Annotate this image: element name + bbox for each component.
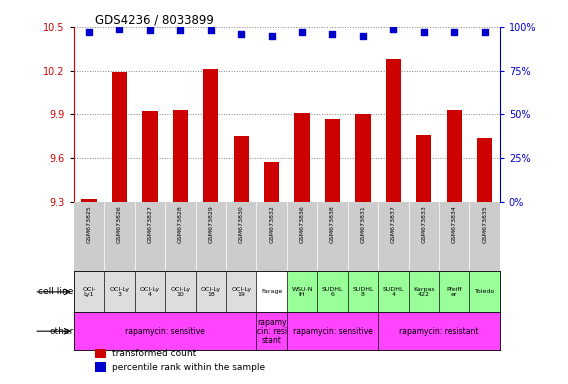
Text: rapamy
cin: resi
stant: rapamy cin: resi stant (257, 318, 287, 345)
Bar (469, 271, 500, 312)
Bar (446, 110, 462, 202)
Point (298, 29, 307, 35)
Text: OCI-Ly
4: OCI-Ly 4 (140, 287, 160, 297)
Text: OCI-Ly
18: OCI-Ly 18 (201, 287, 221, 297)
Bar (348, 271, 378, 312)
Bar (477, 137, 492, 202)
Point (176, 27, 185, 33)
Bar (95, 349, 106, 358)
Text: GSM673837: GSM673837 (391, 205, 396, 243)
Bar (165, 271, 195, 312)
Text: GSM673833: GSM673833 (421, 205, 426, 243)
Text: GSM673828: GSM673828 (178, 205, 183, 243)
Text: Toledo: Toledo (474, 290, 495, 295)
Bar (143, 111, 157, 202)
Text: Karpas
422: Karpas 422 (413, 287, 435, 297)
Bar (74, 271, 105, 312)
Text: GSM673830: GSM673830 (239, 205, 244, 243)
Text: GDS4236 / 8033899: GDS4236 / 8033899 (95, 14, 214, 27)
Text: transformed count: transformed count (112, 349, 197, 358)
Bar (287, 312, 378, 350)
Bar (294, 113, 310, 202)
Text: GSM673831: GSM673831 (361, 205, 365, 243)
Text: GSM673829: GSM673829 (208, 205, 213, 243)
Point (85, 29, 94, 35)
Point (115, 26, 124, 32)
Bar (112, 72, 127, 202)
Bar (378, 271, 408, 312)
Bar (318, 271, 348, 312)
Text: GSM673826: GSM673826 (117, 205, 122, 243)
Point (480, 29, 489, 35)
Text: other: other (49, 327, 74, 336)
Text: OCI-Ly
10: OCI-Ly 10 (170, 287, 190, 297)
Text: WSU-N
IH: WSU-N IH (291, 287, 313, 297)
Bar (173, 110, 188, 202)
Bar (287, 271, 318, 312)
Text: GSM673827: GSM673827 (148, 205, 152, 243)
Text: GSM673835: GSM673835 (482, 205, 487, 243)
Text: SUDHL
6: SUDHL 6 (321, 287, 343, 297)
Text: percentile rank within the sample: percentile rank within the sample (112, 362, 265, 372)
Text: SUDHL
8: SUDHL 8 (352, 287, 374, 297)
Point (358, 33, 367, 39)
Bar (135, 271, 165, 312)
Point (237, 31, 246, 37)
Bar (356, 114, 370, 202)
Text: OCI-Ly
3: OCI-Ly 3 (110, 287, 130, 297)
Text: OCI-Ly
19: OCI-Ly 19 (231, 287, 251, 297)
Bar (256, 271, 287, 312)
Text: OCI-
Ly1: OCI- Ly1 (82, 287, 96, 297)
Bar (408, 271, 439, 312)
Text: GSM673832: GSM673832 (269, 205, 274, 243)
Point (267, 33, 276, 39)
Text: GSM673836: GSM673836 (299, 205, 304, 243)
Bar (439, 271, 469, 312)
Text: GSM673825: GSM673825 (86, 205, 91, 243)
Text: cell line: cell line (39, 287, 74, 296)
Text: Farage: Farage (261, 290, 282, 295)
Bar (105, 271, 135, 312)
Point (450, 29, 459, 35)
Text: rapamycin: sensitive: rapamycin: sensitive (293, 327, 373, 336)
Bar (325, 119, 340, 202)
Bar (416, 135, 431, 202)
Point (389, 26, 398, 32)
Point (419, 29, 428, 35)
Text: rapamycin: sensitive: rapamycin: sensitive (125, 327, 205, 336)
Bar (74, 312, 256, 350)
Text: SUDHL
4: SUDHL 4 (383, 287, 404, 297)
Bar (226, 271, 256, 312)
Point (145, 27, 154, 33)
Bar (386, 59, 401, 202)
Bar (95, 362, 106, 372)
Text: Pfeiff
er: Pfeiff er (446, 287, 462, 297)
Point (206, 27, 215, 33)
Point (328, 31, 337, 37)
Bar (233, 136, 249, 202)
Bar (256, 312, 287, 350)
Bar (264, 162, 279, 202)
Bar (81, 199, 97, 202)
Text: GSM673838: GSM673838 (330, 205, 335, 243)
Text: GSM673834: GSM673834 (452, 205, 457, 243)
Text: rapamycin: resistant: rapamycin: resistant (399, 327, 479, 336)
Bar (203, 69, 218, 202)
Bar (195, 271, 226, 312)
Bar (378, 312, 500, 350)
